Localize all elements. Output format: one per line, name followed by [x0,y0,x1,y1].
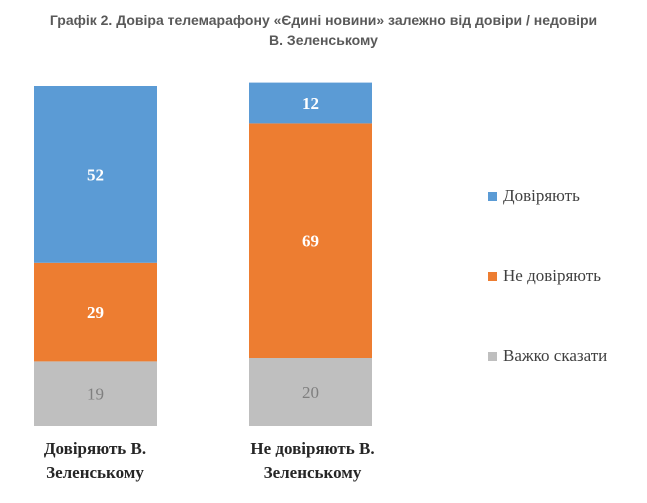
legend-item-hard: Важко сказати [488,344,607,368]
data-label-distrust-1: 69 [302,232,319,251]
bar-trust-1 [249,82,372,124]
bar-trust-0 [34,86,157,263]
bar-distrust-1 [249,123,372,359]
data-label-distrust-0: 29 [87,303,104,322]
data-label-trust-1: 12 [302,94,319,113]
bar-hard-0 [34,361,157,426]
legend: Довіряють Не довіряють Важко сказати [488,184,607,424]
category-label-0: Довіряють В. Зеленському [43,439,147,482]
data-label-hard-0: 19 [87,385,104,404]
category-label-1: Не довіряють В. Зеленському [250,439,375,482]
chart-title: Графік 2. Довіра телемарафону «Єдині нов… [0,10,647,50]
data-label-hard-1: 20 [302,383,319,402]
legend-swatch-trust [488,191,497,201]
chart-title-line-1: Графік 2. Довіра телемарафону «Єдині нов… [49,12,598,28]
legend-swatch-hard [488,351,497,361]
bar-distrust-0 [34,262,157,362]
data-label-trust-0: 52 [87,165,104,184]
legend-item-trust: Довіряють [488,184,607,208]
legend-label-trust: Довіряють [503,186,580,205]
legend-label-hard: Важко сказати [503,346,608,365]
legend-item-distrust: Не довіряють [488,264,607,288]
bar-hard-1 [249,358,372,426]
chart-title-line-2: В. Зеленському [269,32,378,48]
legend-label-distrust: Не довіряють [503,266,601,285]
legend-swatch-distrust [488,271,497,281]
